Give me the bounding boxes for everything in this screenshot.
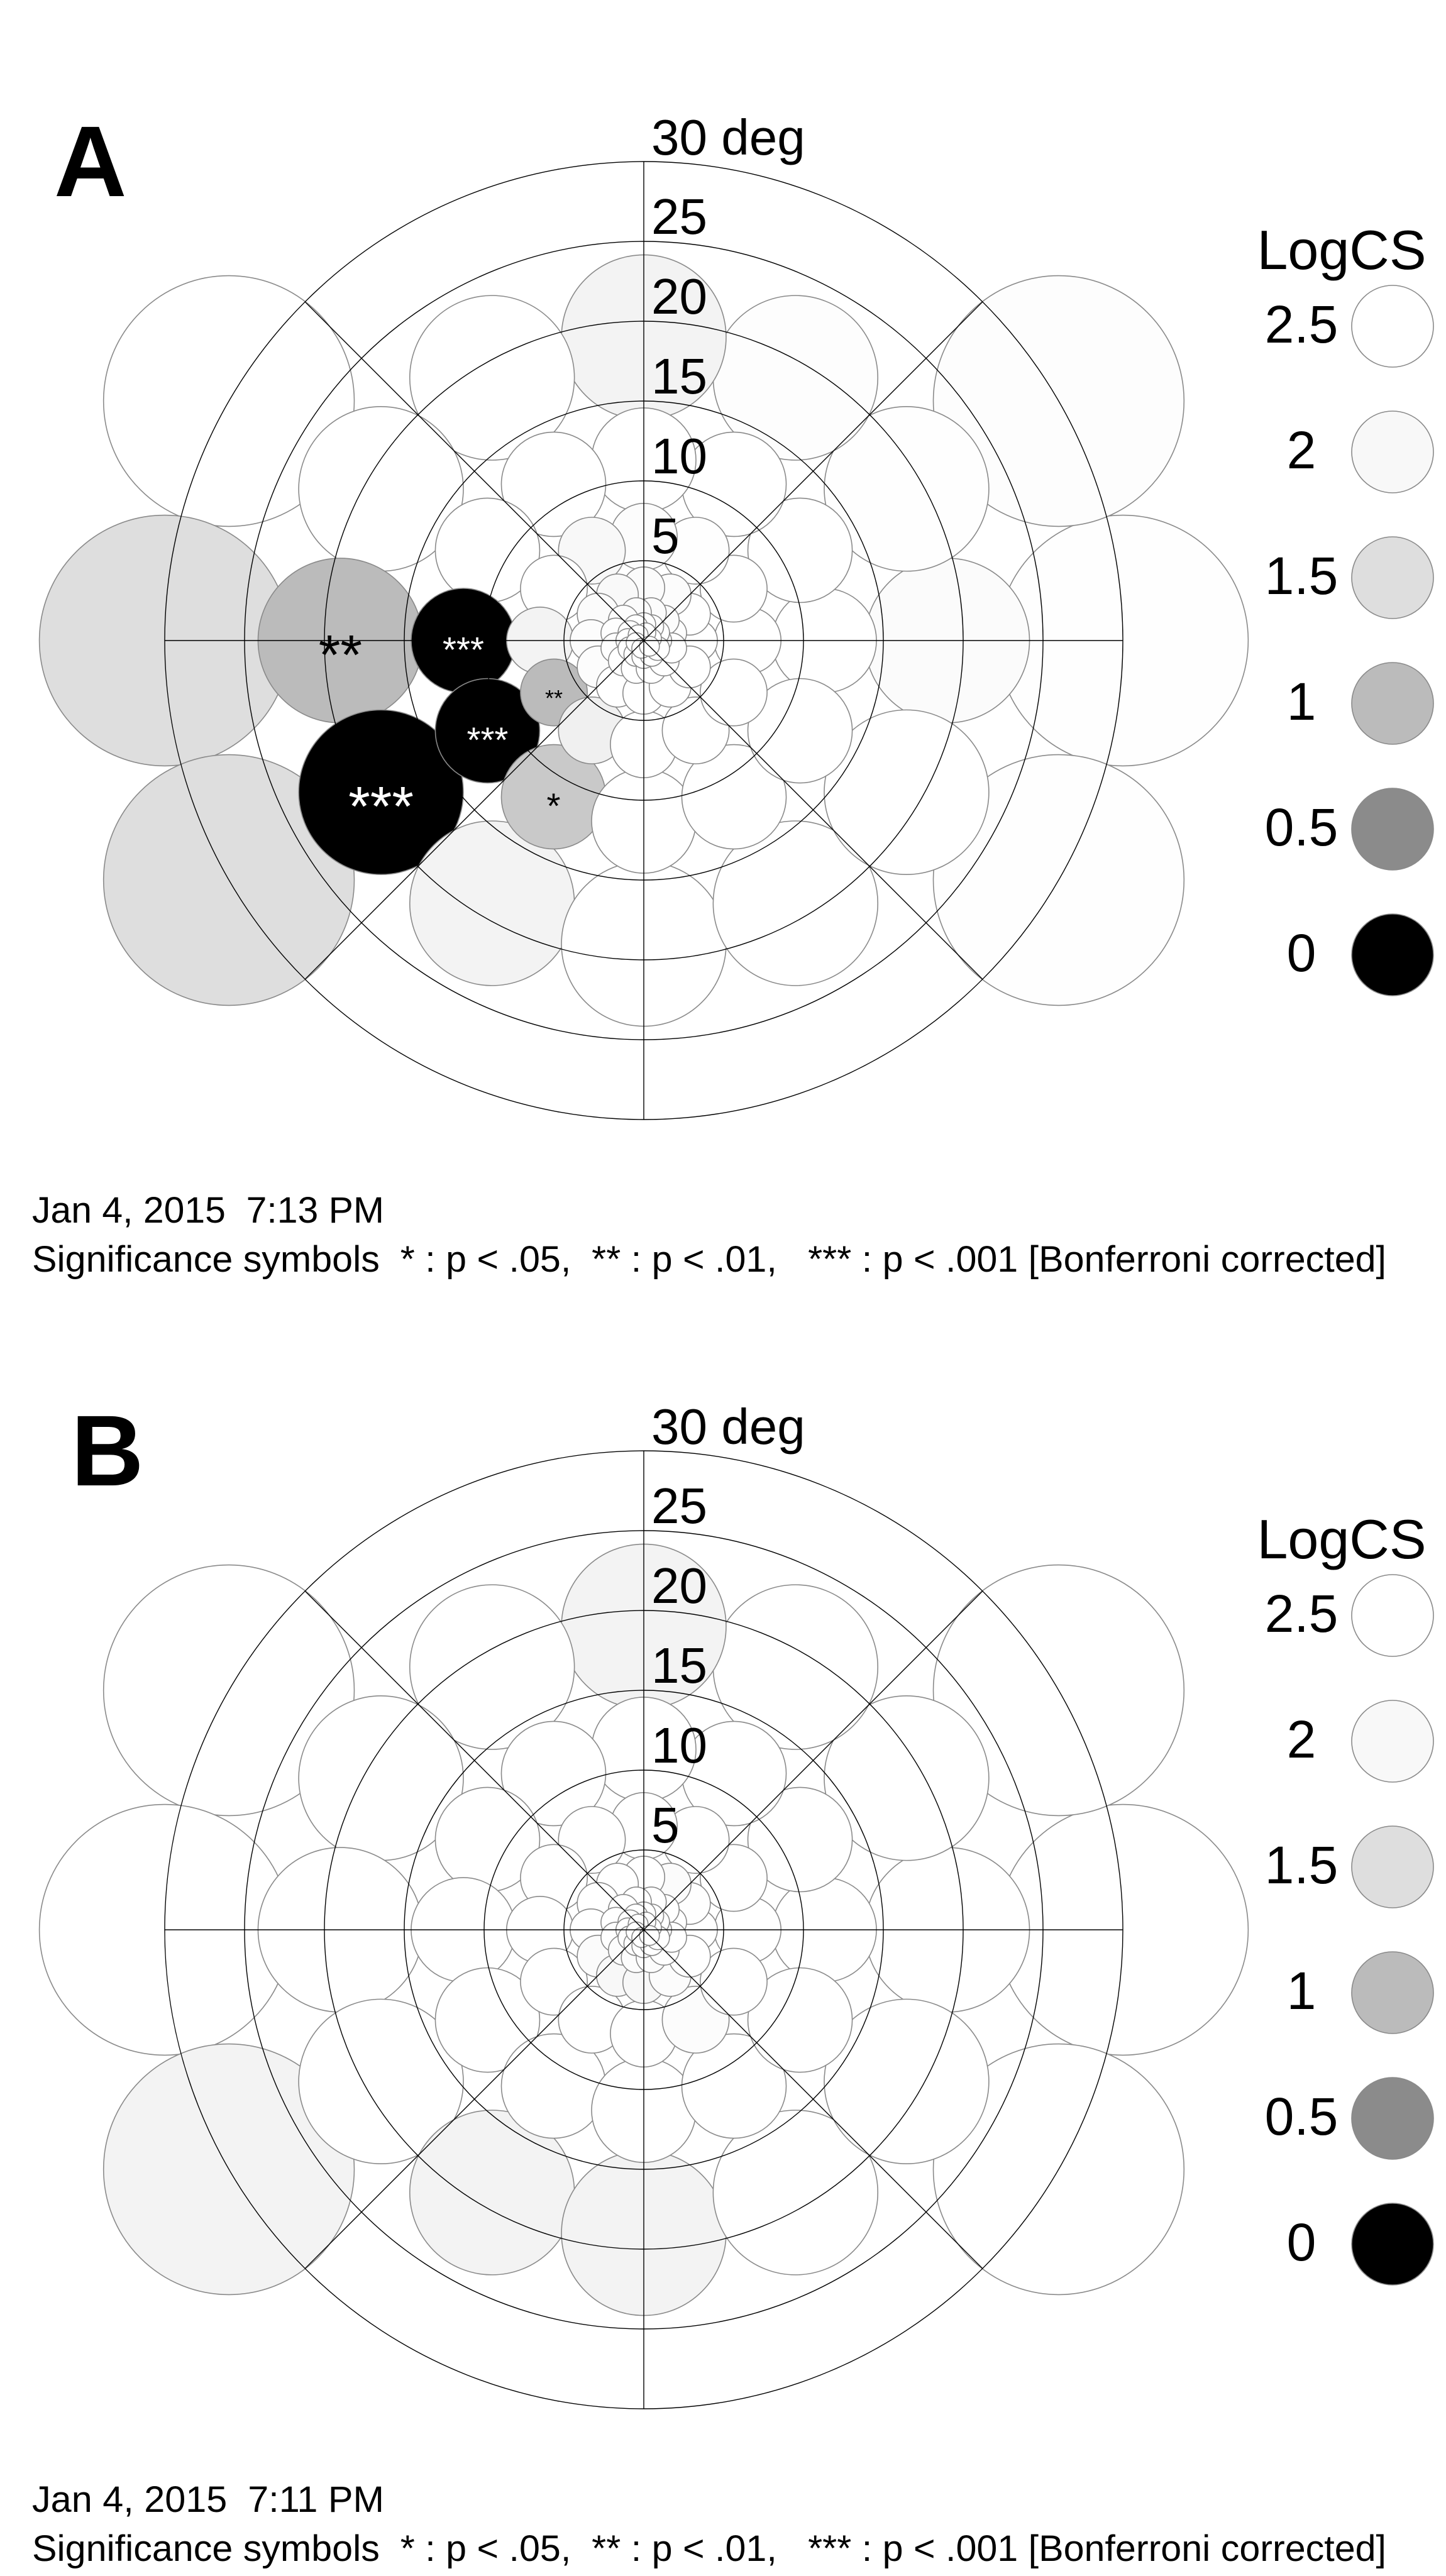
test-location: [747, 1967, 853, 2073]
test-location: [409, 1584, 575, 1750]
legend-swatch: [1351, 1574, 1434, 1657]
legend-label: 1: [1287, 1961, 1316, 2020]
test-location: [409, 295, 575, 461]
significance-note: Significance symbols * : p < .05, ** : p…: [32, 1239, 1386, 1280]
legend-swatch: [1351, 410, 1434, 493]
radial-tick-label: 20: [651, 268, 707, 324]
legend-label: 0.5: [1265, 2087, 1338, 2146]
significance-symbol: **: [319, 623, 362, 686]
polar-grid: [164, 1450, 1123, 2409]
legend-swatch: [1351, 2203, 1434, 2286]
legend-label: 2.5: [1265, 1584, 1338, 1643]
test-location: [824, 1695, 990, 1861]
test-location: [681, 2033, 787, 2139]
panel-letter: A: [54, 105, 127, 217]
radial-tick-label: 20: [651, 1558, 707, 1614]
test-locations: [38, 1543, 1249, 2316]
test-location: [700, 658, 768, 727]
legend-title: LogCS: [1257, 219, 1426, 281]
significance-symbol: *: [547, 786, 561, 825]
radial-tick-label: 5: [651, 1797, 680, 1853]
test-location: [712, 820, 879, 986]
test-location: [700, 1947, 768, 2016]
legend-label: 2: [1287, 1710, 1316, 1769]
significance-symbol: ***: [348, 775, 414, 838]
test-location: [298, 1998, 464, 2165]
test-location: [298, 709, 464, 876]
legend-swatch: [1351, 285, 1434, 368]
significance-symbol: ***: [466, 720, 508, 759]
test-location: [747, 678, 853, 784]
test-location: [500, 1720, 607, 1827]
legend-title: LogCS: [1257, 1508, 1426, 1570]
test-location: [434, 1967, 541, 2073]
legend: LogCS 2.5 2 1.5 1 0.5 0: [1257, 1508, 1434, 2286]
panel-letter: B: [71, 1394, 144, 1507]
polar-grid: [164, 161, 1123, 1120]
test-location: [500, 431, 607, 537]
radial-tick-label: 25: [651, 189, 707, 245]
legend-swatch: [1351, 1700, 1434, 1783]
timestamp: Jan 4, 2015 7:13 PM: [32, 1190, 384, 1231]
radial-tick-label: 15: [651, 1638, 707, 1693]
test-location: [747, 1786, 853, 1893]
diagonal-line: [304, 1590, 983, 2269]
test-locations: [38, 254, 1249, 1027]
radial-tick-label: 5: [651, 508, 680, 564]
test-location: [434, 678, 541, 784]
test-location: [747, 497, 853, 603]
legend-label: 1.5: [1265, 546, 1338, 605]
radial-tick-label: 10: [651, 428, 707, 484]
legend-label: 1.5: [1265, 1836, 1338, 1895]
test-location: [681, 744, 787, 850]
legend-label: 2: [1287, 421, 1316, 480]
diagonal-line: [304, 301, 983, 980]
legend-swatch: [1351, 913, 1434, 996]
significance-note: Significance symbols * : p < .05, ** : p…: [32, 2528, 1386, 2569]
legend-swatch: [1351, 536, 1434, 619]
significance-symbol: ***: [443, 630, 484, 669]
legend-swatch: [1351, 788, 1434, 871]
test-location: [824, 405, 990, 572]
legend-swatch: [1351, 2077, 1434, 2160]
legend-label: 0.5: [1265, 798, 1338, 857]
radial-tick-label: 15: [651, 348, 707, 404]
legend: LogCS 2.5 2 1.5 1 0.5 0: [1257, 219, 1434, 996]
test-location: [824, 1998, 990, 2165]
radial-axis-unit-label: 30 deg: [651, 1399, 805, 1455]
legend-label: 0: [1287, 2213, 1316, 2272]
timestamp: Jan 4, 2015 7:11 PM: [32, 2479, 384, 2520]
legend-label: 1: [1287, 672, 1316, 731]
legend-label: 2.5: [1265, 295, 1338, 354]
significance-symbol: **: [545, 685, 563, 711]
panel-b: 5 10 15 20 25 30 deg B LogCS 2.5 2 1.5 1 0.5 0 Jan 4, …: [32, 1394, 1434, 2569]
test-location: [712, 2110, 879, 2276]
legend-swatch: [1351, 1825, 1434, 1908]
legend-swatch: [1351, 662, 1434, 745]
radial-tick-label: 10: [651, 1717, 707, 1773]
legend-label: 0: [1287, 923, 1316, 983]
legend-swatch: [1351, 1951, 1434, 2034]
radial-axis-unit-label: 30 deg: [651, 109, 805, 165]
test-location: [824, 709, 990, 876]
radial-tick-label: 25: [651, 1478, 707, 1534]
